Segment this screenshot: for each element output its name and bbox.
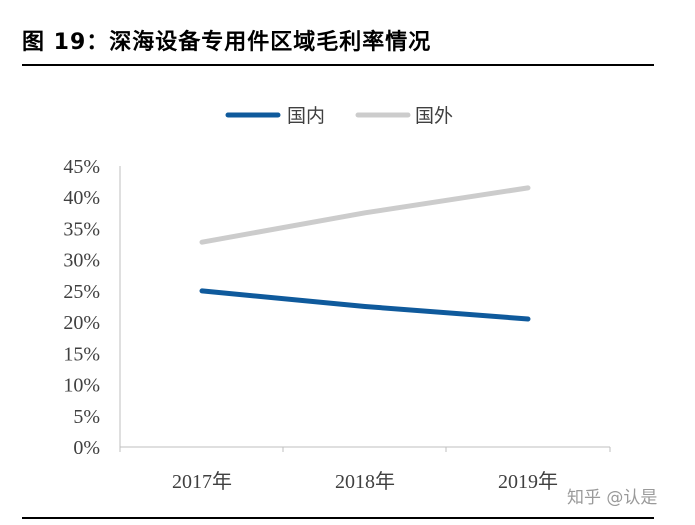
- y-tick-label: 0%: [73, 437, 100, 459]
- x-axis-ticks: 2017年 2018年 2019年: [172, 470, 558, 493]
- x-tick-label: 2017年: [172, 470, 232, 493]
- chart-series: [199, 185, 531, 322]
- y-axis-ticks: 0% 5% 10% 15% 20% 25% 30% 35% 40% 45%: [63, 156, 100, 459]
- y-tick-label: 5%: [73, 406, 100, 428]
- bottom-divider: [22, 517, 654, 519]
- y-tick-label: 40%: [63, 187, 100, 209]
- x-tick-label: 2018年: [335, 470, 395, 493]
- y-tick-label: 10%: [63, 375, 100, 397]
- legend-label: 国内: [287, 105, 325, 127]
- series-line-domestic: [199, 288, 531, 322]
- y-tick-label: 25%: [63, 281, 100, 303]
- y-tick-label: 45%: [63, 156, 100, 178]
- y-tick-label: 15%: [63, 343, 100, 365]
- chart-axes: [119, 166, 611, 452]
- figure-title: 图 19：深海设备专用件区域毛利率情况: [22, 30, 432, 55]
- y-tick-label: 35%: [63, 218, 100, 240]
- watermark: 知乎 @认是: [567, 488, 658, 508]
- x-tick-label: 2019年: [498, 470, 558, 493]
- y-tick-label: 20%: [63, 312, 100, 334]
- chart-legend: 国内 国外: [225, 105, 453, 127]
- legend-label: 国外: [415, 105, 453, 127]
- y-tick-label: 30%: [63, 250, 100, 272]
- series-line-overseas: [199, 185, 531, 245]
- title-divider: [22, 64, 654, 66]
